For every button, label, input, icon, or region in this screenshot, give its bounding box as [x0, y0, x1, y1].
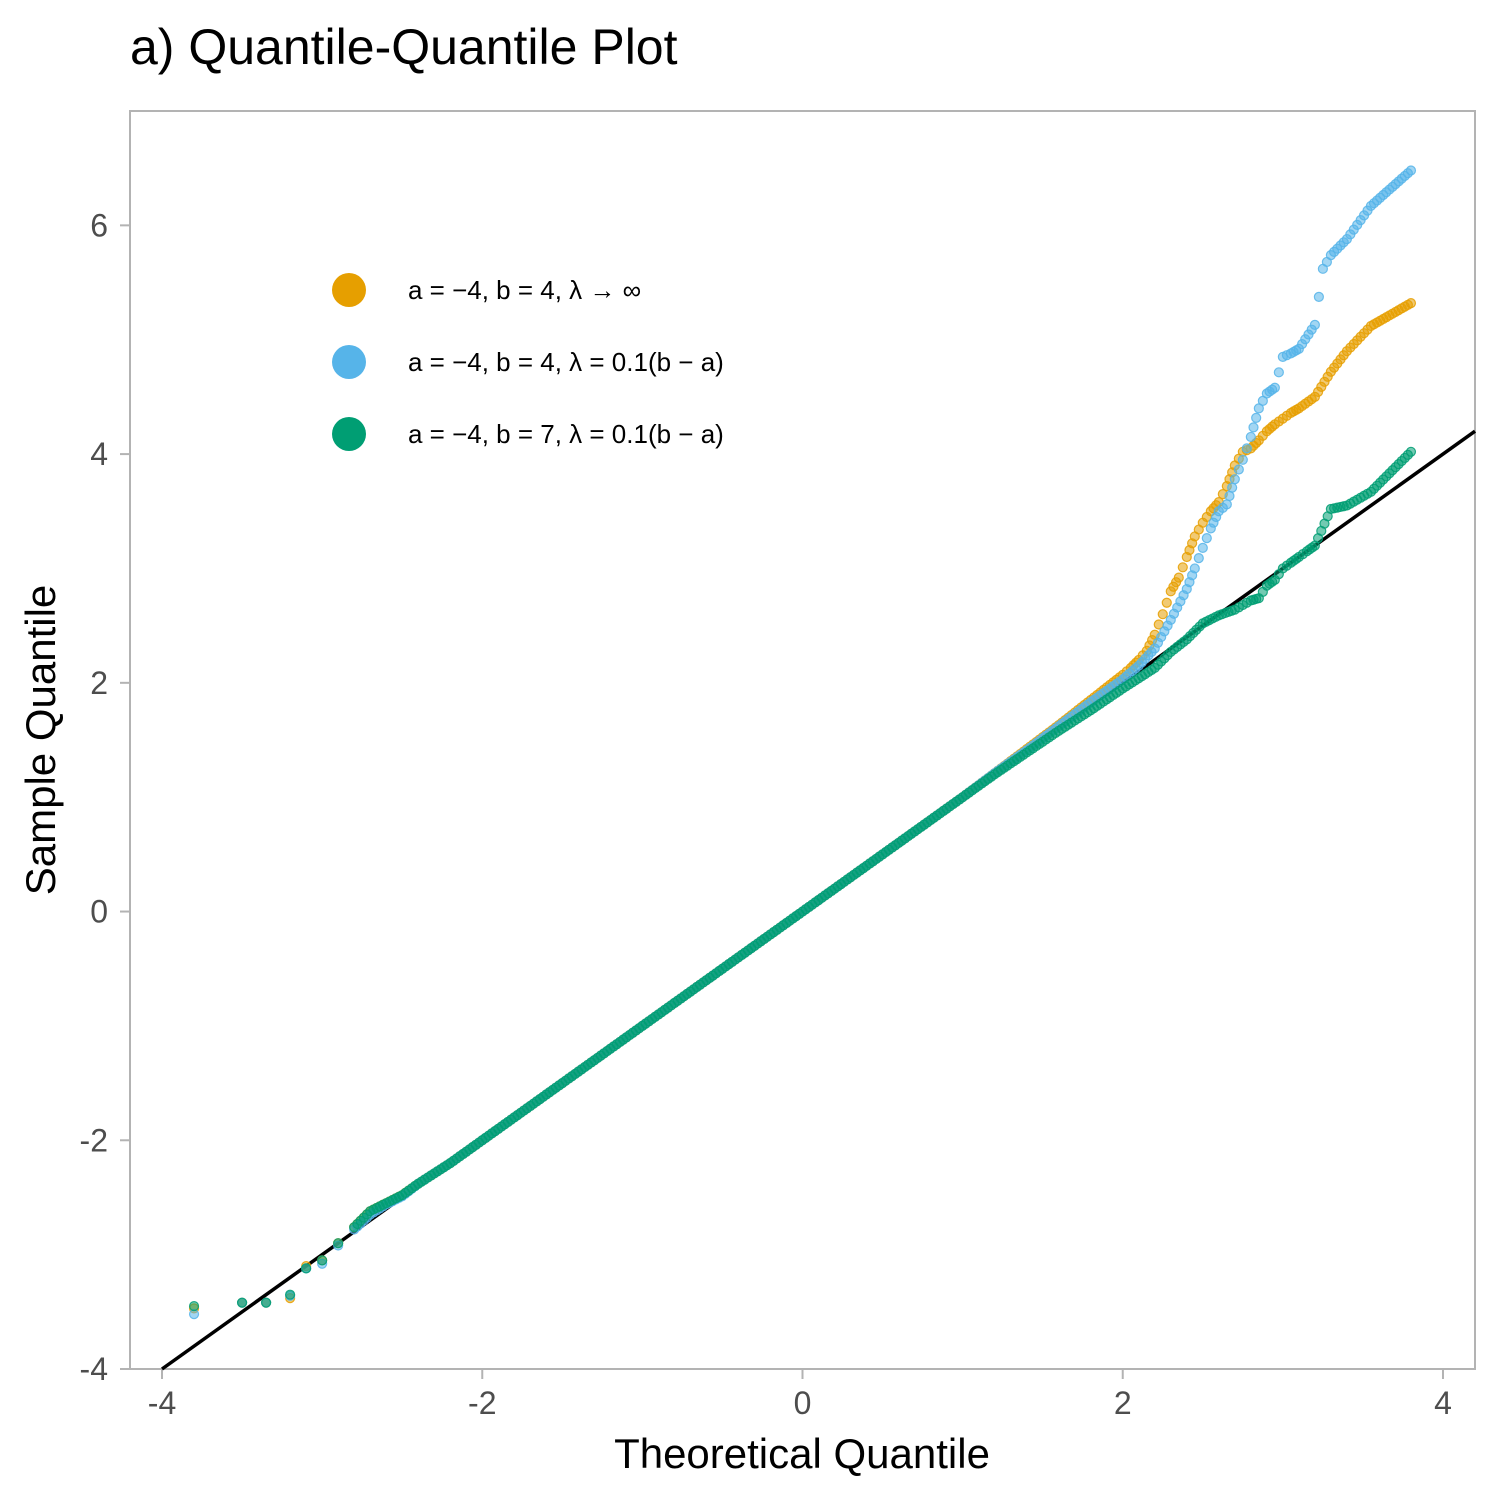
- x-tick-label: 2: [1114, 1385, 1132, 1421]
- data-point: [1229, 474, 1240, 485]
- data-point: [1193, 553, 1204, 564]
- data-point: [333, 1238, 344, 1249]
- x-tick-label: 0: [794, 1385, 812, 1421]
- data-point: [1233, 464, 1244, 475]
- data-point: [1248, 422, 1259, 433]
- data-point: [1273, 367, 1284, 378]
- data-point: [1161, 597, 1172, 608]
- data-point: [301, 1263, 312, 1274]
- chart-title: a) Quantile-Quantile Plot: [130, 19, 678, 75]
- legend-key-series-1: [332, 273, 366, 307]
- y-tick-label: -4: [80, 1351, 108, 1387]
- data-point: [1173, 572, 1184, 583]
- legend-label-series-1: a = −4, b = 4, λ → ∞: [408, 275, 641, 305]
- data-point: [1241, 443, 1252, 454]
- y-tick-label: -2: [80, 1122, 108, 1158]
- data-point: [188, 1300, 200, 1312]
- y-tick-label: 2: [90, 665, 108, 701]
- data-point: [236, 1297, 248, 1308]
- data-point: [1227, 482, 1238, 493]
- data-point: [1269, 382, 1280, 393]
- x-axis-title: Theoretical Quantile: [614, 1430, 990, 1477]
- y-axis: -4 -2 0 2 4 6: [80, 207, 130, 1387]
- x-tick-label: -4: [148, 1385, 176, 1421]
- x-tick-label: 4: [1434, 1385, 1452, 1421]
- y-tick-label: 4: [90, 436, 108, 472]
- data-point: [261, 1297, 272, 1308]
- data-point: [1405, 165, 1417, 176]
- data-point: [1309, 319, 1320, 330]
- data-point: [1224, 490, 1235, 502]
- legend: a = −4, b = 4, λ → ∞ a = −4, b = 4, λ = 0…: [332, 273, 724, 451]
- y-tick-label: 0: [90, 894, 108, 930]
- data-point: [1405, 446, 1417, 457]
- data-point: [317, 1255, 328, 1266]
- data-point: [1189, 563, 1200, 574]
- data-point: [1405, 298, 1417, 309]
- legend-key-series-2: [332, 345, 366, 379]
- data-point: [1201, 533, 1212, 544]
- data-point: [1245, 431, 1256, 443]
- data-point: [1177, 562, 1188, 573]
- legend-key-series-3: [332, 417, 366, 451]
- x-tick-label: -2: [468, 1385, 496, 1421]
- data-point: [1251, 412, 1262, 423]
- data-point: [1221, 499, 1232, 510]
- series-2-points: [188, 165, 1417, 1320]
- legend-label-series-3: a = −4, b = 7, λ = 0.1(b − a): [408, 419, 724, 449]
- plot-panel-border: [129, 110, 1476, 1370]
- data-point: [1197, 542, 1208, 553]
- y-tick-label: 6: [90, 207, 108, 243]
- series-3-points: [188, 446, 1417, 1312]
- data-point: [285, 1289, 296, 1300]
- y-axis-title: Sample Quantile: [17, 585, 64, 896]
- x-axis: -4 -2 0 2 4: [148, 1369, 1452, 1421]
- data-point: [1157, 609, 1168, 620]
- data-points: [188, 165, 1417, 1320]
- legend-label-series-2: a = −4, b = 4, λ = 0.1(b − a): [408, 347, 724, 377]
- series-1-points: [188, 298, 1417, 1314]
- data-point: [1237, 454, 1248, 465]
- data-point: [1313, 291, 1324, 302]
